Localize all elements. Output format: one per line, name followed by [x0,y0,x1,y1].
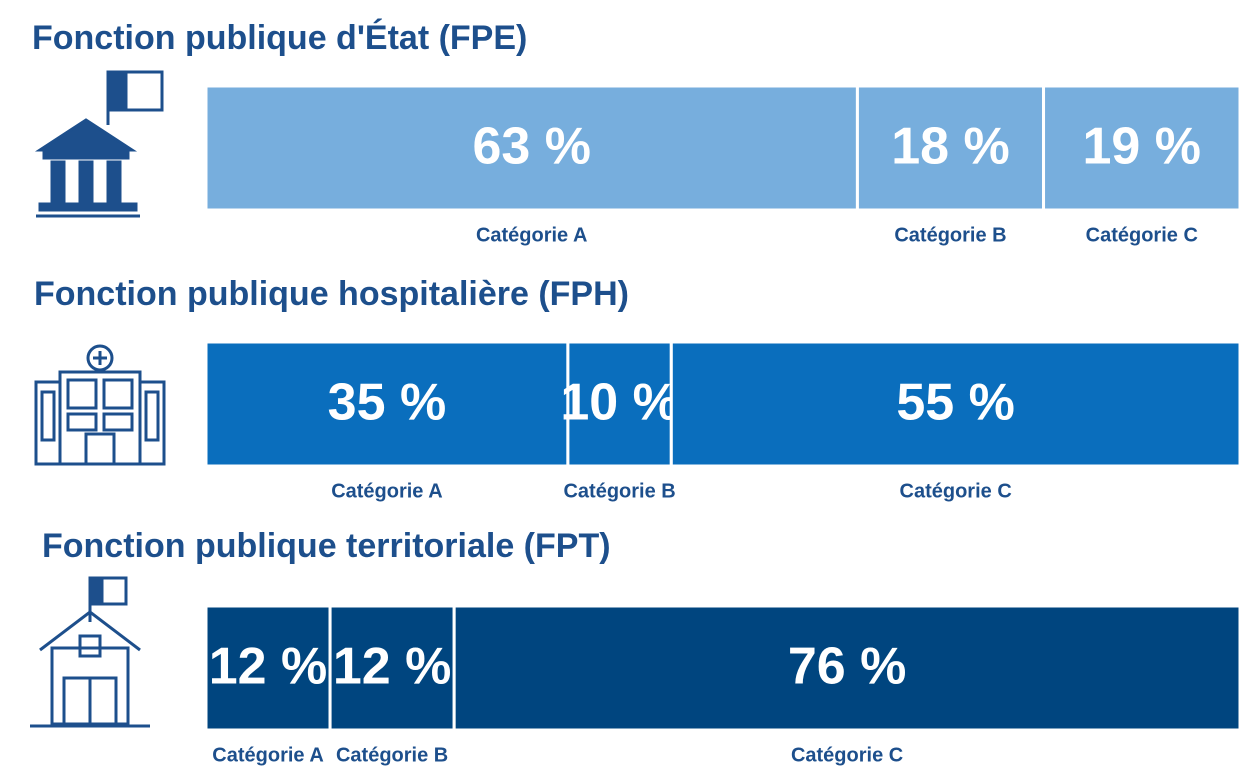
category-label: Catégorie A [476,224,588,246]
icon-town-hall [30,576,150,728]
value-label: 10 % [560,374,679,432]
bar-segment [204,84,859,212]
bar-segment [1042,84,1240,212]
chart-title: Fonction publique d'État (FPE) [32,19,527,57]
bar-segment [452,604,1240,732]
category-label: Catégorie A [331,480,443,502]
category-label: Catégorie C [900,480,1012,502]
category-label: Catégorie B [894,224,1006,246]
value-label: 35 % [328,374,447,432]
bar-segment [566,340,673,468]
category-label: Catégorie C [791,744,903,766]
bar-segment [204,340,570,468]
bar-segment [204,604,332,732]
category-label: Catégorie A [212,744,324,766]
value-label: 76 % [788,638,907,696]
category-label: Catégorie B [336,744,448,766]
value-label: 18 % [891,118,1010,176]
icon-hospital [34,344,166,466]
value-label: 19 % [1083,118,1202,176]
bar-segment [855,84,1046,212]
category-label: Catégorie B [563,480,675,502]
value-label: 12 % [209,638,328,696]
bar-segment [328,604,456,732]
chart-title: Fonction publique hospitalière (FPH) [34,275,629,313]
chart-title: Fonction publique territoriale (FPT) [42,527,611,565]
value-label: 12 % [333,638,452,696]
value-label: 55 % [896,374,1015,432]
value-label: 63 % [472,118,591,176]
icon-state [34,70,164,218]
bar-segment [669,340,1240,468]
category-label: Catégorie C [1086,224,1198,246]
